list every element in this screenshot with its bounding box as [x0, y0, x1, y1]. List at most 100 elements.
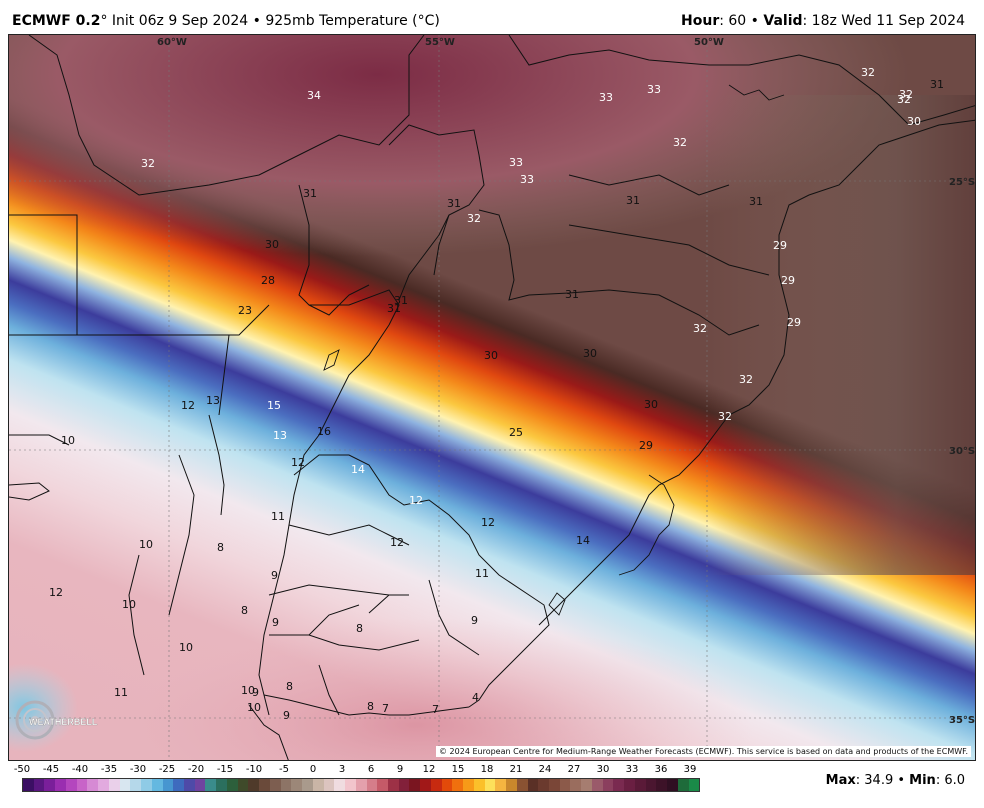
colorbar-swatch [645, 779, 657, 791]
temperature-value-label: 29 [787, 316, 801, 329]
map-canvas: 60°W 55°W 50°W 25°S 30°S 35°S 34 33333232… [9, 35, 975, 760]
temperature-value-label: 10 [61, 434, 75, 447]
temperature-value-label: 31 [749, 195, 763, 208]
colorbar-tick-label: -50 [13, 764, 31, 775]
colorbar-tick-label: 3 [338, 764, 346, 775]
lat-label-25s: 25°S [949, 177, 975, 188]
colorbar-swatch [55, 779, 66, 791]
temperature-value-label: 29 [639, 439, 653, 452]
colorbar-tick-label: -10 [245, 764, 263, 775]
temperature-value-label: 10 [241, 684, 255, 697]
colorbar-swatch [108, 779, 120, 791]
colorbar-swatch [581, 779, 592, 791]
temperature-value-label: 9 [271, 569, 278, 582]
temperature-value-label: 32 [718, 410, 732, 423]
colorbar-swatch [334, 779, 346, 791]
temperature-value-label: 8 [217, 541, 224, 554]
colorbar-swatch [441, 779, 453, 791]
valid-label: Valid [763, 13, 803, 29]
colorbar-swatch [269, 779, 281, 791]
temperature-value-label: 23 [238, 304, 252, 317]
colorbar-swatch [559, 779, 571, 791]
temperature-value-label: 14 [351, 463, 365, 476]
colorbar-swatch [302, 779, 313, 791]
model-name: ECMWF 0.2 [12, 13, 101, 29]
lon-label-60w: 60°W [157, 37, 187, 48]
colorbar-swatch [65, 779, 77, 791]
temperature-value-label: 32 [739, 373, 753, 386]
temperature-value-label: 10 [139, 538, 153, 551]
temperature-value-label: 28 [261, 274, 275, 287]
cold-blue-patch [9, 515, 309, 760]
temperature-value-label: 31 [626, 194, 640, 207]
temperature-value-label: 32 [861, 66, 875, 79]
colorbar-swatch [613, 779, 625, 791]
colorbar-swatch [656, 779, 668, 791]
temperature-value-label: 13 [273, 429, 287, 442]
graticule [9, 35, 975, 760]
colorbar-tick-label: -30 [129, 764, 147, 775]
lat-label-35s: 35°S [949, 715, 975, 726]
colorbar-tick-label: -20 [187, 764, 205, 775]
colorbar-swatch [23, 779, 34, 791]
temperature-value-label: 16 [317, 425, 331, 438]
colorbar-swatch [312, 779, 324, 791]
colorbar-tick-label: 18 [480, 764, 494, 775]
colorbar-swatch [184, 779, 195, 791]
weatherbell-logo: WEATHERBELL [13, 698, 103, 742]
temperature-value-label: 31 [387, 302, 401, 315]
colorbar-swatch [538, 779, 549, 791]
colorbar-tick-label: 39 [683, 764, 697, 775]
colorbar-swatch [76, 779, 88, 791]
max-label: Max [825, 773, 856, 788]
temperature-map[interactable]: 60°W 55°W 50°W 25°S 30°S 35°S 34 33 33 32 32… [8, 34, 976, 761]
colorbar-swatch [259, 779, 270, 791]
temperature-value-label: 9 [252, 686, 259, 699]
temperature-value-label: 7 [382, 702, 389, 715]
temperature-value-label: 32 [467, 212, 481, 225]
colorbar-swatch [216, 779, 227, 791]
temperature-value-label: 33 [520, 173, 534, 186]
temperature-value-label: 10 [122, 598, 136, 611]
temperature-value-label: 9 [471, 614, 478, 627]
temperature-value-label: 33 [509, 156, 523, 169]
colorbar-swatch [194, 779, 206, 791]
temperature-value-label: 31 [447, 197, 461, 210]
colorbar-tick-label: 9 [396, 764, 404, 775]
min-label: Min [909, 773, 936, 788]
svg-text:WEATHERBELL: WEATHERBELL [29, 717, 98, 727]
temperature-value-label: 30 [583, 347, 597, 360]
temperature-value-label: 31 [394, 294, 408, 307]
temperature-value-label: 30 [907, 115, 921, 128]
colorbar-tick-label: 33 [625, 764, 639, 775]
temperature-value-label: 8 [367, 700, 374, 713]
temperature-value-label: 32 [141, 157, 155, 170]
max-value: : 34.9 • [855, 773, 910, 788]
temperature-value-label: 14 [576, 534, 590, 547]
colorbar-swatch [398, 779, 410, 791]
colorbar-swatch [355, 779, 367, 791]
colorbar-swatch [420, 779, 431, 791]
colorbar-swatch [280, 779, 292, 791]
stats: Max: 34.9 • Min: 6.0 [826, 773, 965, 788]
temperature-value-label: 12 [409, 494, 423, 507]
colorbar-swatch [527, 779, 539, 791]
lagoon-outline [323, 84, 785, 616]
colorbar-tick-label: 27 [567, 764, 581, 775]
temperature-value-label: 10 [179, 641, 193, 654]
colorbar-swatch [173, 779, 185, 791]
colorbar-swatch [162, 779, 174, 791]
copyright-notice: © 2024 European Centre for Medium-Range … [436, 746, 971, 757]
temperature-value-label: 25 [509, 426, 523, 439]
colorbar-swatch [141, 779, 152, 791]
valid-value: : 18z Wed 11 Sep 2024 [802, 13, 965, 29]
hour-value: : 60 • [719, 13, 764, 29]
colorbar-swatch [667, 779, 678, 791]
temperature-value-label: 11 [114, 686, 128, 699]
colorbar-tick-label: 15 [451, 764, 465, 775]
temperature-value-label: 12 [481, 516, 495, 529]
colorbar-swatch [119, 779, 131, 791]
temperature-value-label: 32 [693, 322, 707, 335]
colorbar-swatch [366, 779, 378, 791]
lon-label-55w: 55°W [425, 37, 455, 48]
